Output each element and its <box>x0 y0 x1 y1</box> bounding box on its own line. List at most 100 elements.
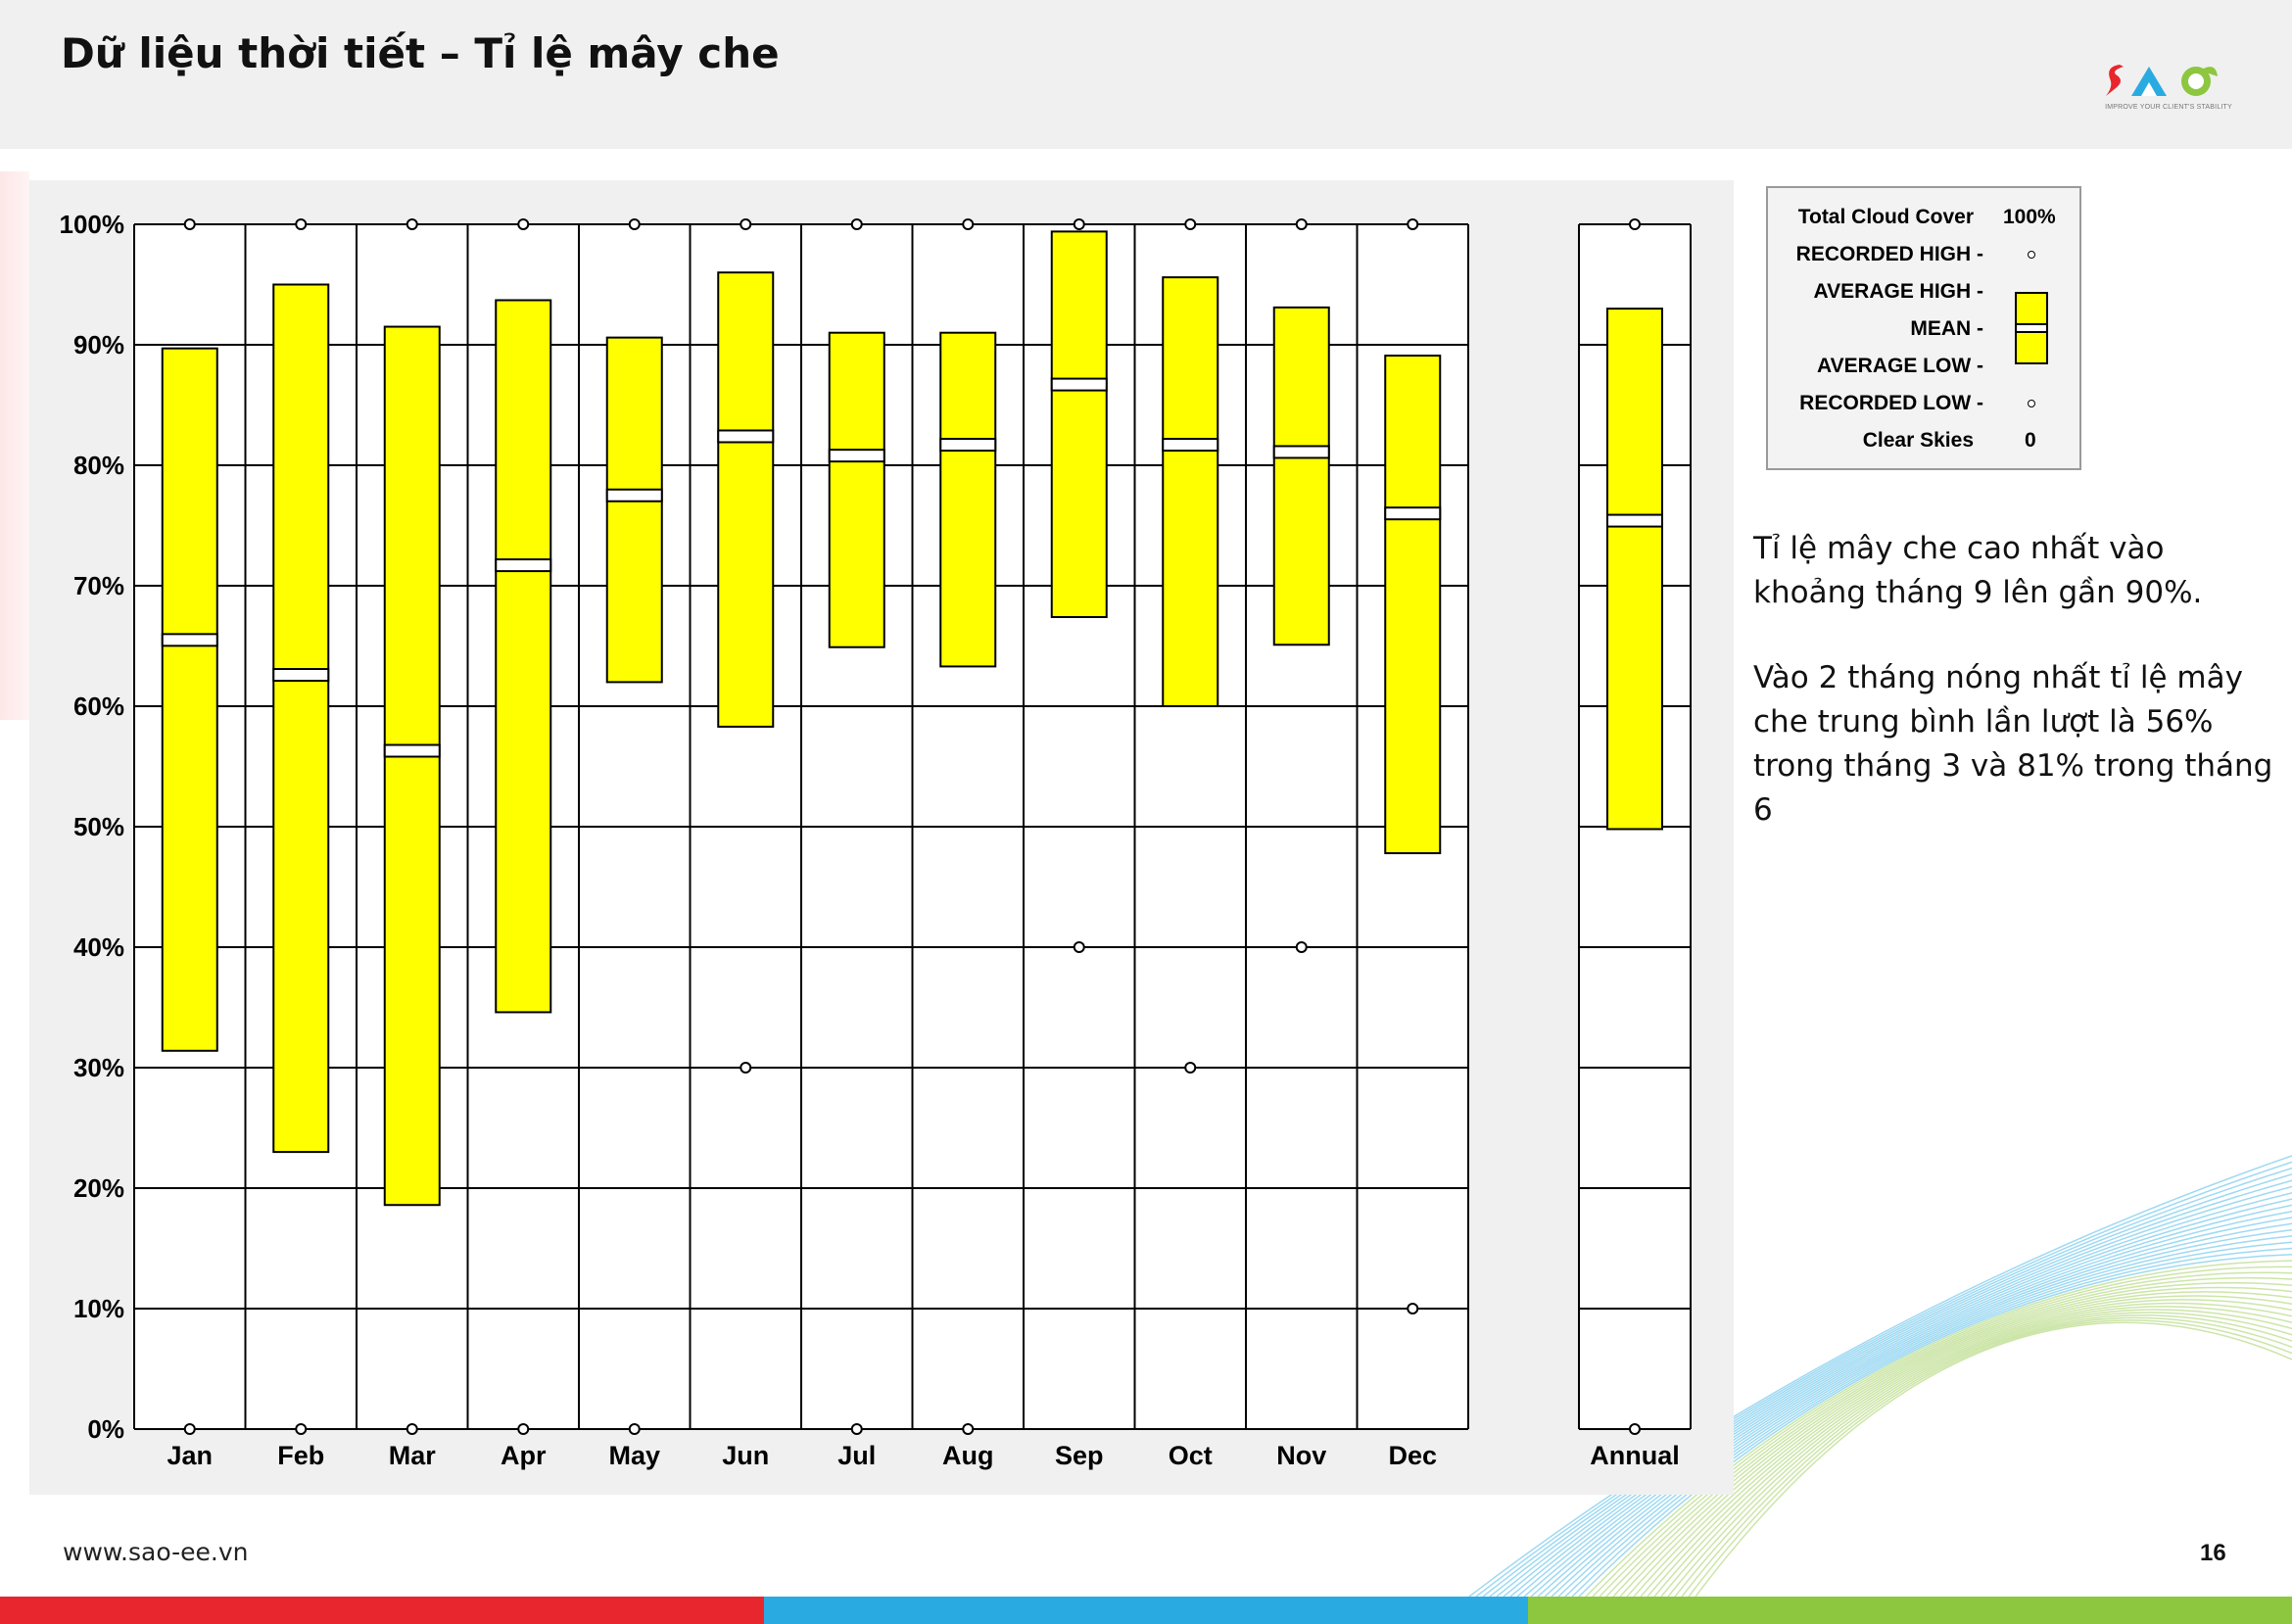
page-title: Dữ liệu thời tiết – Tỉ lệ mây che <box>61 29 780 77</box>
y-tick-label: 10% <box>73 1294 124 1323</box>
x-tick-label: Jul <box>837 1441 876 1470</box>
legend-mean: MEAN - <box>1910 317 1983 340</box>
logo-tagline: IMPROVE YOUR CLIENT'S STABILITY <box>2105 104 2232 111</box>
swoosh-line <box>1681 1316 2292 1597</box>
swoosh-line <box>1605 1276 2292 1597</box>
decorative-swoosh <box>1468 1155 2292 1597</box>
recorded-high-point-nov <box>1295 218 1308 230</box>
mean-marker-may <box>605 488 663 502</box>
recorded-low-point-sep <box>1073 941 1085 953</box>
description-text: Tỉ lệ mây che cao nhất vào khoảng tháng … <box>1753 527 2282 874</box>
mean-marker-feb <box>272 668 330 683</box>
swoosh-line <box>1653 1306 2292 1597</box>
recorded-high-point-feb <box>295 218 308 230</box>
recorded-high-point-mar <box>406 218 418 230</box>
swoosh-line <box>1619 1286 2292 1597</box>
sao-logo: IMPROVE YOUR CLIENT'S STABILITY <box>2102 59 2235 116</box>
legend-average-high: AVERAGE HIGH - <box>1813 280 1983 303</box>
x-tick-label: Jan <box>167 1441 213 1470</box>
legend-recorded-high-marker <box>2028 251 2035 259</box>
swoosh-line <box>1647 1302 2292 1597</box>
swoosh-line <box>1496 1179 2292 1597</box>
swoosh-line <box>1633 1295 2292 1597</box>
box-oct <box>1162 276 1219 708</box>
mean-marker-mar <box>383 743 441 758</box>
box-aug <box>939 331 997 668</box>
swoosh-line <box>1509 1192 2292 1597</box>
x-tick-label: Nov <box>1276 1441 1326 1470</box>
box-sep <box>1050 230 1108 618</box>
swoosh-line <box>1516 1198 2292 1597</box>
recorded-low-point-aug <box>962 1423 975 1435</box>
y-tick-label: 60% <box>73 692 124 721</box>
y-tick-label: 20% <box>73 1173 124 1203</box>
y-tick-label: 80% <box>73 451 124 480</box>
box-mar <box>383 325 441 1207</box>
recorded-high-point-jun <box>740 218 752 230</box>
swoosh-line <box>1612 1282 2292 1597</box>
box-annual <box>1606 308 1663 831</box>
legend-recorded-high: RECORDED HIGH - <box>1795 243 1983 265</box>
swoosh-line <box>1468 1155 2292 1597</box>
legend-recorded-low-marker <box>2028 400 2035 407</box>
box-dec <box>1384 355 1442 855</box>
mean-marker-jan <box>161 633 218 647</box>
swoosh-line <box>1640 1299 2292 1597</box>
legend-clear-skies: Clear Skies <box>1862 429 1974 452</box>
x-tick-label: Apr <box>501 1441 547 1470</box>
description-paragraph-2: Vào 2 tháng nóng nhất tỉ lệ mây che trun… <box>1753 660 2273 828</box>
recorded-low-point-apr <box>517 1423 530 1435</box>
swoosh-line <box>1489 1173 2292 1597</box>
mean-marker-oct <box>1162 438 1219 453</box>
y-tick-label: 100% <box>60 210 125 239</box>
x-tick-label: Sep <box>1055 1441 1104 1470</box>
swoosh-line <box>1674 1314 2292 1597</box>
swoosh-line <box>1544 1222 2292 1597</box>
mean-marker-dec <box>1384 506 1442 521</box>
recorded-low-point-annual <box>1629 1423 1641 1435</box>
swoosh-line <box>1537 1217 2292 1597</box>
chart-legend: Total Cloud Cover 100% RECORDED HIGH - A… <box>1766 186 2081 470</box>
swoosh-line <box>1585 1260 2292 1597</box>
swoosh-line <box>1523 1204 2292 1597</box>
legend-title: Total Cloud Cover <box>1797 206 1974 228</box>
mean-marker-aug <box>939 438 997 453</box>
box-apr <box>495 299 552 1014</box>
x-tick-label: May <box>608 1441 660 1470</box>
legend-clear-skies-value: 0 <box>2025 429 2036 452</box>
swoosh-line <box>1660 1309 2292 1597</box>
page-number: 16 <box>2200 1540 2226 1566</box>
x-tick-label: Aug <box>942 1441 993 1470</box>
recorded-high-point-apr <box>517 218 530 230</box>
mean-marker-jul <box>828 449 885 463</box>
left-decoration <box>0 171 29 720</box>
legend-mean-marker <box>2017 323 2046 333</box>
swoosh-line <box>1551 1228 2292 1597</box>
x-tick-label: Mar <box>389 1441 437 1470</box>
mean-marker-nov <box>1272 445 1330 459</box>
recorded-low-point-feb <box>295 1423 308 1435</box>
recorded-high-point-annual <box>1629 218 1641 230</box>
recorded-high-point-oct <box>1184 218 1197 230</box>
mean-marker-sep <box>1050 377 1108 392</box>
box-jun <box>717 271 775 728</box>
recorded-high-point-jan <box>183 218 196 230</box>
mean-marker-apr <box>495 558 552 573</box>
x-tick-label: Oct <box>1169 1441 1213 1470</box>
footer-url[interactable]: www.sao-ee.vn <box>63 1538 249 1566</box>
swoosh-line <box>1688 1319 2292 1597</box>
x-tick-label: Dec <box>1388 1441 1437 1470</box>
x-tick-label: Feb <box>277 1441 324 1470</box>
box-nov <box>1272 306 1330 646</box>
description-paragraph-1: Tỉ lệ mây che cao nhất vào khoảng tháng … <box>1753 531 2203 610</box>
swoosh-line <box>1571 1247 2292 1597</box>
box-feb <box>272 283 330 1154</box>
swoosh-line <box>1530 1210 2292 1597</box>
footer-bar-red <box>0 1597 764 1624</box>
y-tick-label: 50% <box>73 812 124 841</box>
recorded-low-point-mar <box>406 1423 418 1435</box>
y-tick-label: 0% <box>87 1414 124 1444</box>
recorded-high-point-jul <box>850 218 863 230</box>
sao-logo-mark <box>2106 65 2218 96</box>
legend-recorded-low: RECORDED LOW - <box>1799 392 1983 414</box>
